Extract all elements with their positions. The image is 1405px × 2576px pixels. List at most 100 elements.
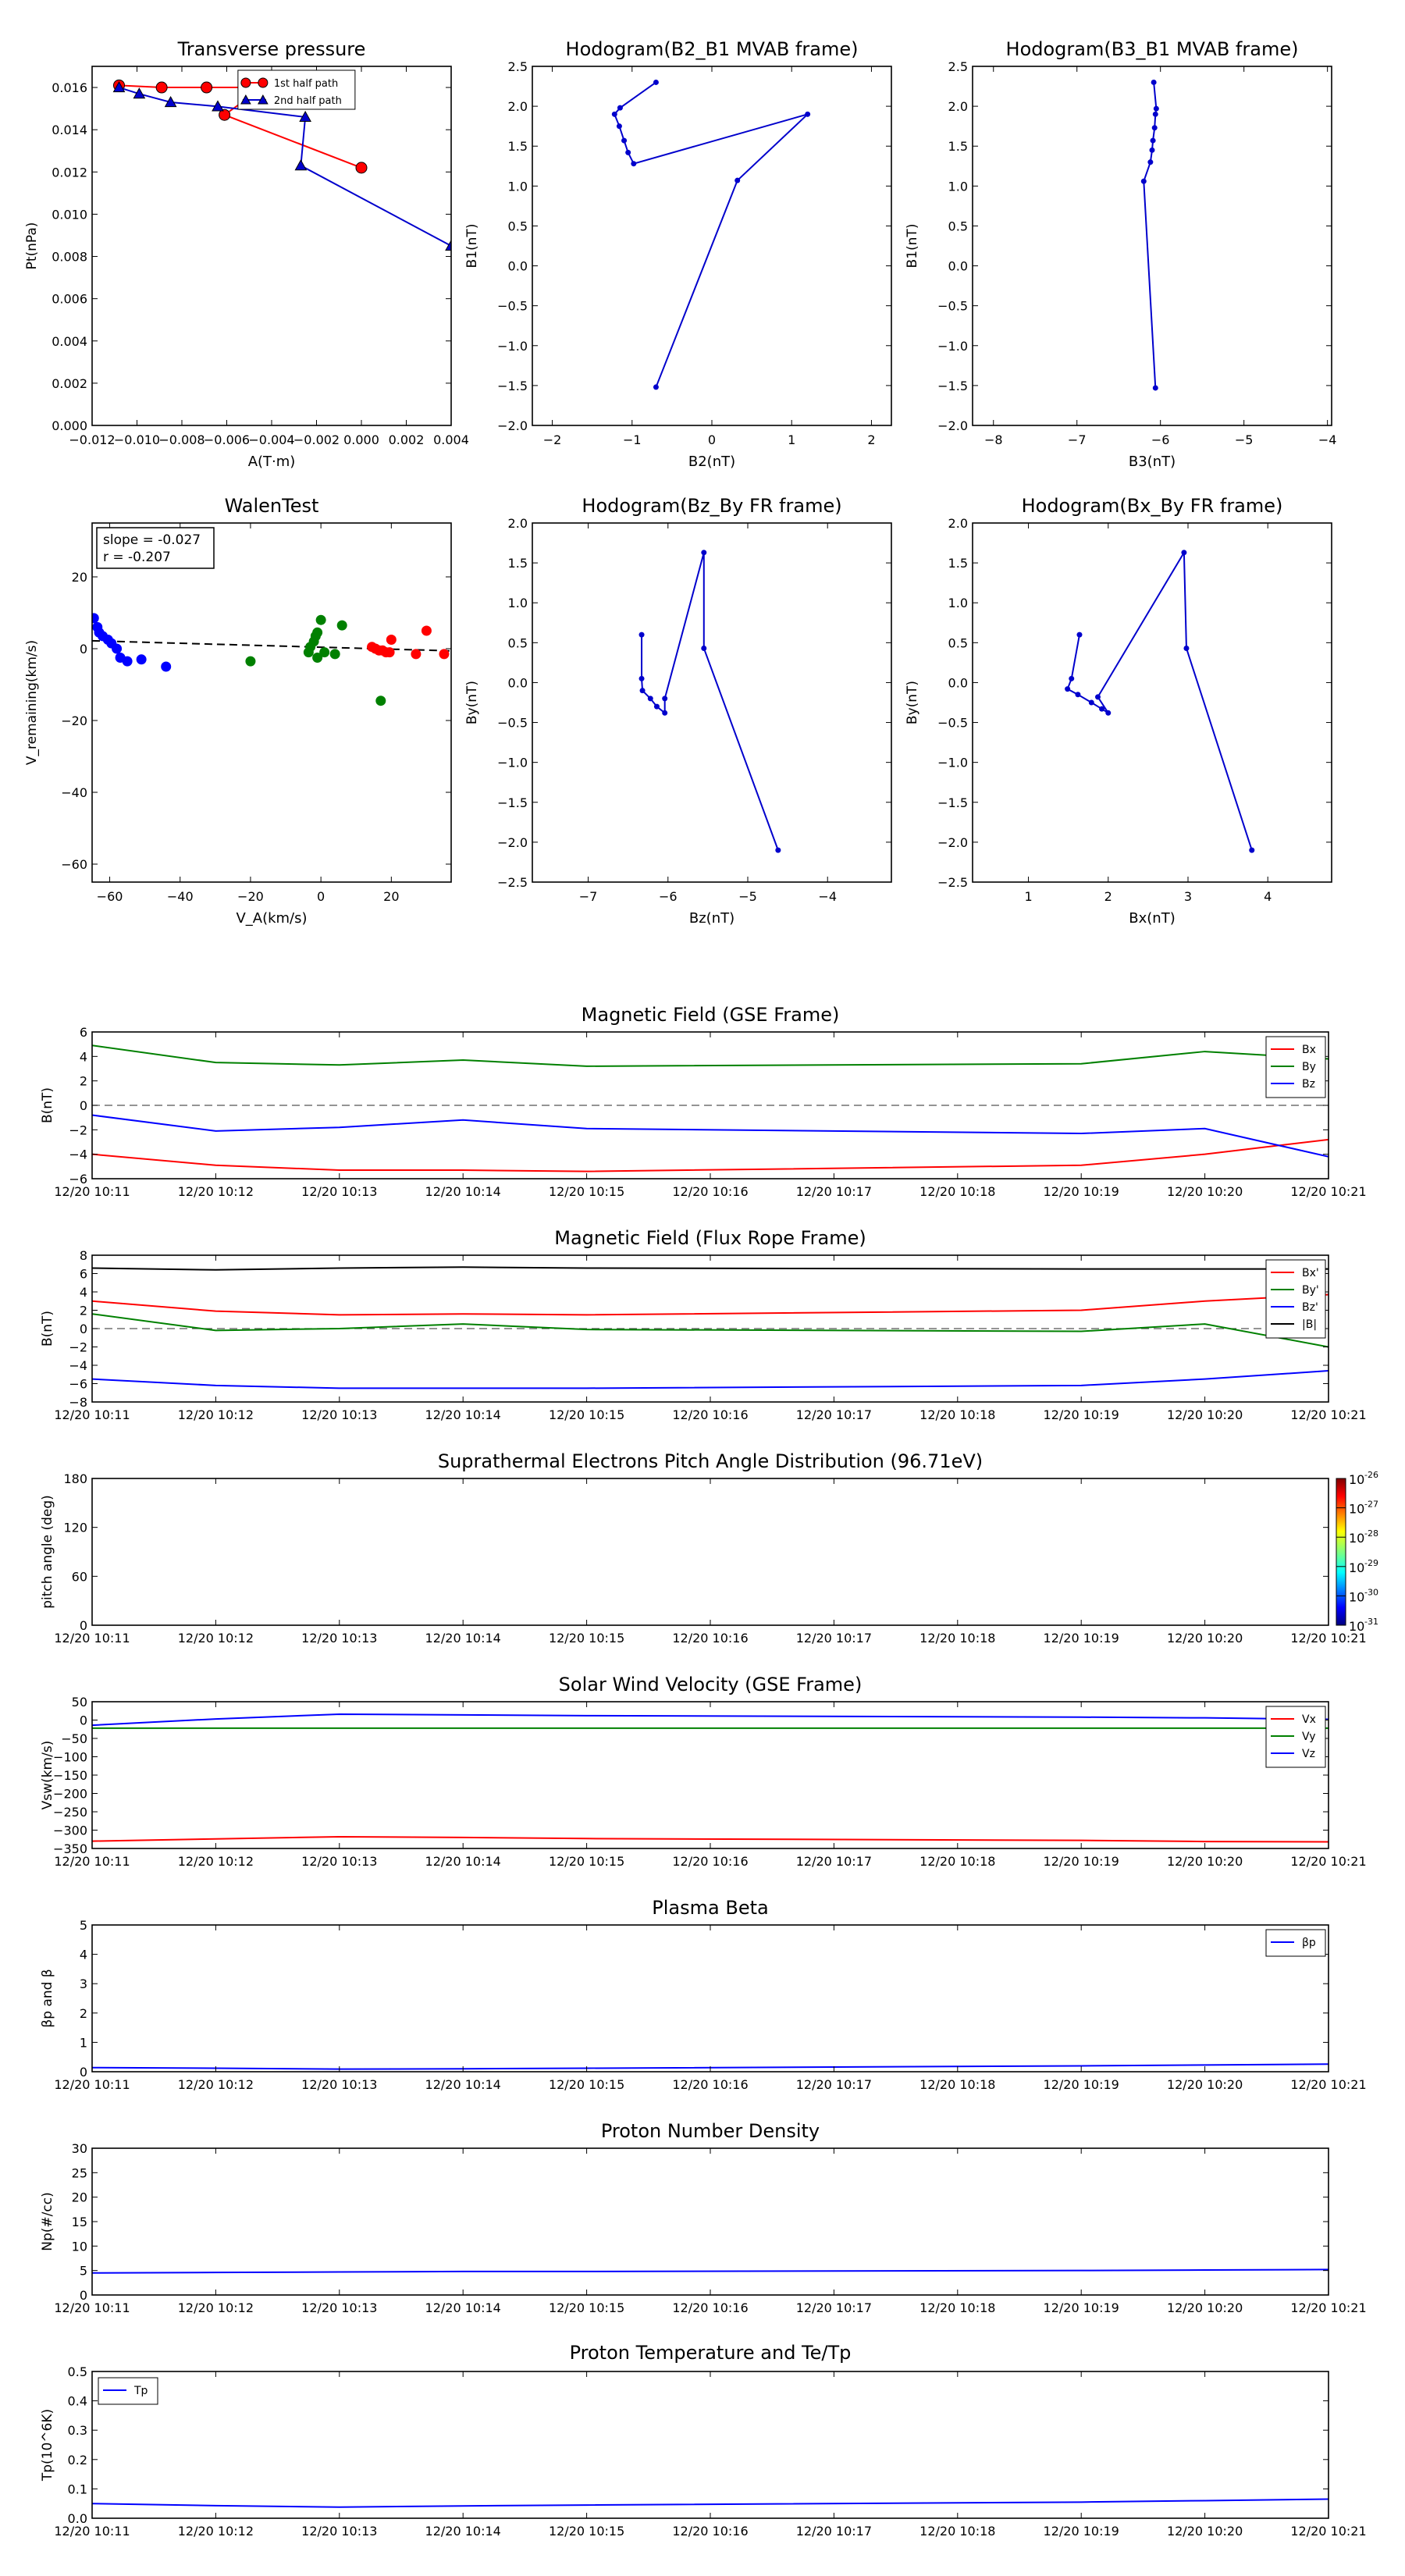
plot-area — [92, 1713, 1329, 1843]
y-tick-label: −1.5 — [497, 795, 528, 810]
y-axis-label: By(nT) — [905, 681, 920, 724]
y-tick-label: 1.5 — [948, 556, 968, 571]
y-tick-label: 1.5 — [948, 139, 968, 154]
legend-label: Bz' — [1302, 1301, 1318, 1314]
y-tick-label: 0.5 — [508, 635, 528, 650]
data-point — [375, 696, 386, 706]
y-tick-label: −2.0 — [937, 418, 968, 433]
x-tick-label: 12/20 10:18 — [919, 2300, 995, 2315]
x-tick-label: 12/20 10:18 — [919, 1184, 995, 1199]
data-point — [312, 653, 323, 663]
plot-area — [92, 1044, 1329, 1172]
x-tick-label: 12/20 10:14 — [425, 1631, 501, 1646]
x-tick-label: −4 — [818, 889, 837, 904]
x-tick-label: 12/20 10:12 — [178, 1407, 254, 1422]
y-tick-label: 2 — [80, 1304, 87, 1318]
chart-title: Transverse pressure — [177, 38, 366, 60]
data-point — [1088, 699, 1094, 706]
x-tick-label: −2 — [543, 432, 562, 447]
y-tick-label: −150 — [53, 1768, 87, 1783]
x-ticks: −7 −6 −5 −4 — [579, 523, 837, 904]
x-tick-label: 4 — [1264, 889, 1272, 904]
x-tick-label: 12/20 10:20 — [1167, 1631, 1243, 1646]
x-tick-label: 1 — [1024, 889, 1032, 904]
y-axis-label: Tp(10^6K) — [40, 2409, 55, 2482]
y-tick-label: 0.014 — [52, 123, 87, 137]
plot-area — [638, 550, 781, 853]
x-tick-label: −4 — [1318, 432, 1337, 447]
colorbar-label: 10 — [1349, 1560, 1364, 1575]
plot-frame — [532, 66, 892, 426]
data-point — [611, 111, 617, 117]
y-tick-label: 15 — [72, 2215, 87, 2229]
x-tick-label: 12/20 10:12 — [178, 1631, 254, 1646]
data-point — [735, 177, 741, 183]
y-tick-label: 0.0 — [948, 675, 968, 690]
data-point — [653, 384, 659, 390]
annotation-line: slope = -0.027 — [103, 532, 201, 548]
y-tick-label: 0.0 — [508, 675, 528, 690]
y-ticks: 0 60 120 180 — [63, 1471, 1329, 1633]
x-tick-label: 12/20 10:20 — [1167, 1184, 1243, 1199]
x-tick-label: 12/20 10:21 — [1290, 1407, 1366, 1422]
chart-bfr: Magnetic Field (Flux Rope Frame) 12/20 10… — [40, 1227, 1367, 1422]
x-tick-label: −0.012 — [69, 432, 115, 447]
data-point — [1152, 385, 1158, 391]
y-tick-label: 180 — [63, 1471, 87, 1486]
chart-hodo_b2b1: Hodogram(B2_B1 MVAB frame) −2 −1 0 1 2 −2.0 −1.… — [464, 38, 892, 470]
data-point — [133, 87, 146, 99]
colorbar-label: 10 — [1349, 1619, 1364, 1634]
y-ticks: −2.5 −2.0 −1.5 −1.0 −0.5 0.0 0.5 1.0 1.5 2.0 — [937, 516, 1332, 890]
y-tick-label: −200 — [53, 1787, 87, 1802]
y-tick-label: −8 — [69, 1395, 87, 1410]
x-tick-label: 12/20 10:15 — [549, 2524, 624, 2539]
plot-frame — [91, 66, 452, 426]
x-tick-label: 12/20 10:21 — [1290, 1631, 1366, 1646]
y-tick-label: 0 — [80, 642, 87, 656]
data-point — [421, 625, 432, 636]
x-tick-label: 12/20 10:19 — [1044, 1407, 1119, 1422]
plot-frame — [91, 1478, 1329, 1626]
colorbar-exponent: -31 — [1364, 1617, 1378, 1627]
y-axis-label: V_remaining(km/s) — [24, 640, 40, 765]
x-tick-label: 12/20 10:15 — [549, 2300, 624, 2315]
data-point — [294, 159, 308, 171]
series-Bx' — [92, 1293, 1329, 1316]
x-tick-label: 12/20 10:12 — [178, 1184, 254, 1199]
series-Vx — [92, 1835, 1329, 1843]
y-tick-label: 4 — [80, 1948, 87, 1962]
y-tick-label: −2.0 — [937, 835, 968, 850]
x-axis-label: V_A(km/s) — [236, 910, 307, 927]
y-tick-label: 0.1 — [68, 2482, 87, 2496]
data-point — [653, 79, 659, 85]
y-tick-label: 0 — [80, 2065, 87, 2080]
y-tick-label: 2.0 — [948, 99, 968, 114]
chart-title: Solar Wind Velocity (GSE Frame) — [559, 1674, 863, 1695]
y-ticks: −350 −300 −250 −200 −150 −100 −50 0 50 — [53, 1695, 1329, 1856]
series-line — [92, 1266, 1329, 1271]
chart-title: Magnetic Field (Flux Rope Frame) — [554, 1227, 866, 1249]
series-|B| — [92, 1266, 1329, 1271]
legend-label: βp — [1302, 1937, 1316, 1949]
data-point — [1069, 675, 1075, 681]
series-0 — [92, 613, 172, 672]
annotation: slope = -0.027 r = -0.207 — [96, 527, 215, 569]
x-tick-label: 12/20 10:17 — [796, 2300, 872, 2315]
chart-hodo_b3b1: Hodogram(B3_B1 MVAB frame)−8 −7 −6 −5 −4−2.0… — [905, 38, 1336, 470]
legend-label: 1st half path — [274, 78, 338, 90]
data-point — [701, 550, 707, 556]
y-tick-label: 4 — [80, 1285, 87, 1300]
x-tick-label: 12/20 10:13 — [301, 1407, 377, 1422]
x-ticks: 12/20 10:11 12/20 10:12 12/20 10:13 12/20 1… — [54, 1478, 1367, 1646]
x-tick-label: 2 — [867, 432, 875, 447]
x-tick-label: −0.006 — [204, 432, 250, 447]
x-tick-label: 12/20 10:12 — [178, 2300, 254, 2315]
data-point — [1152, 111, 1158, 117]
series-0 — [638, 550, 781, 853]
legend-label: By — [1302, 1061, 1316, 1073]
x-tick-label: 12/20 10:12 — [178, 2524, 254, 2539]
data-point — [631, 161, 637, 167]
plot-area — [92, 613, 451, 706]
x-tick-label: 12/20 10:16 — [672, 2077, 748, 2092]
